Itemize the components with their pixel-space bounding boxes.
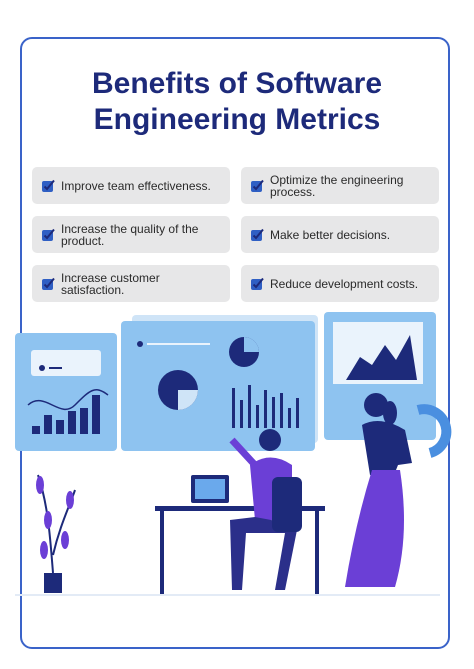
benefit-text: Optimize the engineering process. (270, 172, 404, 199)
benefit-item: Increase the quality of the product. (32, 216, 230, 253)
benefit-item: Make better decisions. (241, 216, 439, 253)
check-icon (251, 228, 264, 241)
title-line: Benefits of Software (91, 67, 383, 100)
benefit-text: Increase the quality of the product. (61, 221, 199, 248)
benefit-item: Optimize the engineering process. (241, 167, 439, 204)
check-icon (251, 179, 264, 192)
title: Benefits of Software Engineering Metrics (0, 66, 474, 138)
check-icon (42, 228, 55, 241)
check-icon (251, 277, 264, 290)
title-line: Engineering Metrics (93, 103, 381, 136)
benefit-text: Improve team effectiveness. (61, 178, 211, 193)
benefit-text: Increase customer satisfaction. (61, 270, 160, 297)
benefit-item: Improve team effectiveness. (32, 167, 230, 204)
benefit-grid: Improve team effectiveness. Optimize the … (32, 167, 440, 302)
benefit-text: Reduce development costs. (270, 276, 419, 291)
benefit-text: Make better decisions. (270, 227, 391, 242)
benefit-item: Increase customer satisfaction. (32, 265, 230, 302)
illustration (15, 312, 452, 596)
benefit-item: Reduce development costs. (241, 265, 439, 302)
check-icon (42, 179, 55, 192)
check-icon (42, 277, 55, 290)
